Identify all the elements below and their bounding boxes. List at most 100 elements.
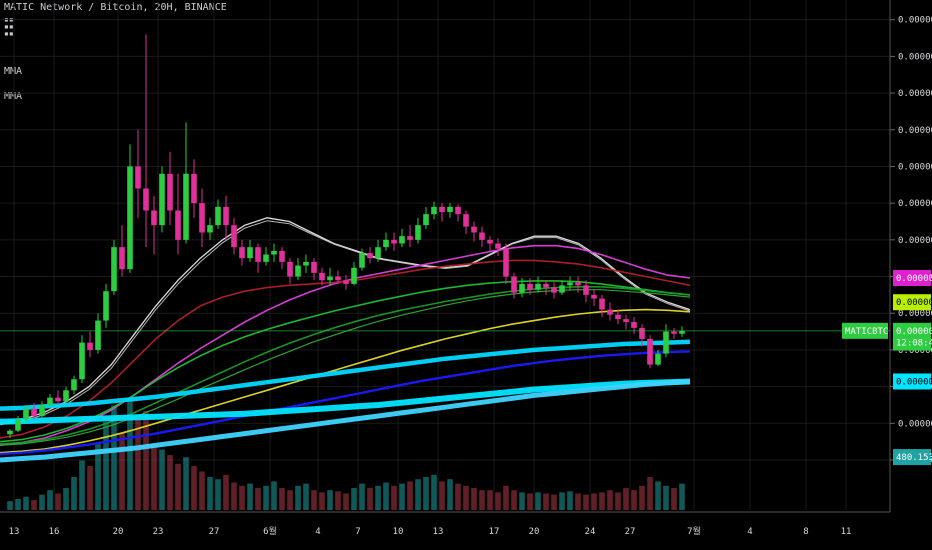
volume-bar xyxy=(335,491,341,510)
price-tick-label: 0.00000150 xyxy=(898,346,932,356)
candle-body xyxy=(367,253,373,259)
time-tick-label: 20 xyxy=(529,527,540,537)
volume-bar xyxy=(583,494,589,510)
candle-body xyxy=(7,430,13,435)
volume-bar xyxy=(543,493,549,510)
volume-bar xyxy=(367,488,373,510)
time-tick-label: 10 xyxy=(393,527,404,537)
price-tick-label: 0.00000600 xyxy=(898,16,932,26)
volume-bar xyxy=(351,488,357,510)
candle-body xyxy=(79,342,85,380)
moving-average-line xyxy=(0,339,691,411)
volume-bar xyxy=(679,483,685,510)
candle-body xyxy=(559,285,565,293)
moving-average-line xyxy=(0,350,691,456)
volume-bar xyxy=(655,481,661,510)
time-tick-label: 23 xyxy=(153,527,164,537)
volume-bar xyxy=(231,482,237,510)
volume-bar xyxy=(79,460,85,510)
volume-bar xyxy=(479,490,485,510)
candle-body xyxy=(103,291,109,321)
candle-body xyxy=(343,280,349,284)
price-tick-label: 0.00000350 xyxy=(898,199,932,209)
candle-body xyxy=(199,203,205,233)
volume-bar xyxy=(87,466,93,510)
candle-body xyxy=(247,247,253,259)
price-tag-label: MATICBTC xyxy=(845,327,888,337)
volume-bar xyxy=(567,491,573,510)
candle-body xyxy=(543,283,549,288)
candle-body xyxy=(423,214,429,226)
price-tag xyxy=(893,373,931,390)
volume-bar xyxy=(447,479,453,510)
candle-body xyxy=(511,276,517,293)
candle-body xyxy=(487,239,493,244)
volume-bar xyxy=(287,490,293,510)
price-tag xyxy=(893,294,931,311)
time-tick-label: 20 xyxy=(113,527,124,537)
candle-body xyxy=(295,265,301,277)
candle-body xyxy=(495,243,501,249)
volume-bar xyxy=(135,416,141,510)
candle-body xyxy=(47,397,53,405)
volume-bar xyxy=(519,492,525,510)
price-tag-label: 0.00000248 xyxy=(896,274,932,284)
volume-bar xyxy=(615,492,621,510)
moving-average-line xyxy=(0,217,691,424)
volume-bar xyxy=(23,496,29,510)
moving-average-line xyxy=(0,378,691,425)
volume-bar xyxy=(295,485,301,510)
volume-bar xyxy=(391,485,397,510)
candle-body xyxy=(567,282,573,286)
volume-bar xyxy=(503,485,509,510)
candle-body xyxy=(255,247,261,262)
candle-body xyxy=(175,210,181,240)
candle-body xyxy=(607,309,613,315)
volume-bar xyxy=(463,485,469,510)
time-tick-label: 11 xyxy=(841,527,852,537)
candle-body xyxy=(263,254,269,262)
candle-body xyxy=(655,353,661,365)
candle-body xyxy=(207,225,213,233)
volume-bar xyxy=(39,494,45,510)
time-tick-label: 16 xyxy=(49,527,60,537)
candle-body xyxy=(191,173,197,204)
candle-body xyxy=(407,236,413,240)
candle-body xyxy=(431,206,437,215)
candle-body xyxy=(375,247,381,259)
candle-body xyxy=(463,214,469,227)
candle-body xyxy=(303,261,309,266)
indicator-label-2[interactable]: MMA xyxy=(4,91,23,102)
volume-bar xyxy=(127,400,133,510)
candle-body xyxy=(135,166,141,189)
volume-bar xyxy=(407,481,413,510)
candle-body xyxy=(239,247,245,259)
time-tick-label: 27 xyxy=(209,527,220,537)
price-tag-label: 0.00000176 xyxy=(896,327,932,337)
volume-bar xyxy=(487,490,493,510)
candle-body xyxy=(503,248,509,277)
moving-average-line xyxy=(0,379,691,463)
candle-body xyxy=(519,283,525,293)
volume-bar xyxy=(95,444,101,510)
candle-body xyxy=(575,282,581,286)
candle-body xyxy=(535,283,541,290)
volume-bar xyxy=(15,499,21,510)
candle-body xyxy=(359,253,365,268)
time-axis[interactable]: 13 16 20 23 27 6월 4 7 10 13 17 20 24 27 7월 4 8 11 xyxy=(0,511,932,550)
indicator-label-1[interactable]: MMA xyxy=(4,66,23,77)
price-tag-label: 480.1539M xyxy=(896,453,932,463)
time-tick-label: 13 xyxy=(9,527,20,537)
time-tick-label: 6월 xyxy=(263,525,277,537)
volume-bar xyxy=(343,493,349,510)
volume-bar xyxy=(383,482,389,510)
volume-bar xyxy=(271,481,277,510)
volume-bar xyxy=(375,485,381,510)
volume-bar xyxy=(327,490,333,510)
volume-bar xyxy=(71,477,77,510)
volume-bar xyxy=(311,490,317,510)
price-tag-label: 12:08:48 xyxy=(896,339,932,349)
candle-body xyxy=(271,250,277,255)
candle-body xyxy=(31,408,37,416)
